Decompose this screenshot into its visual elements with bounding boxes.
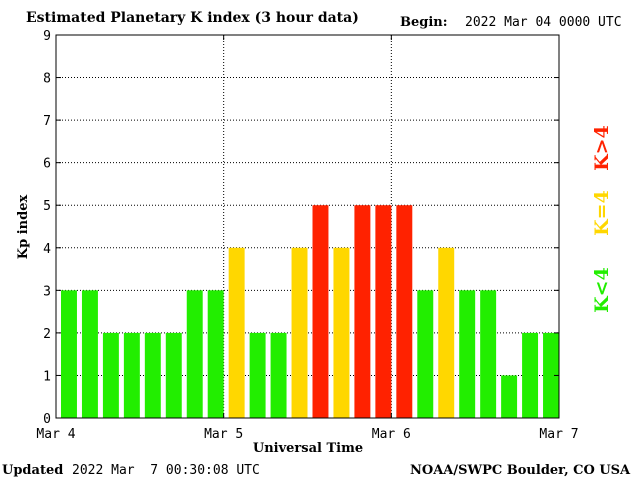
kp-bar xyxy=(144,332,161,418)
y-tick-label: 7 xyxy=(43,114,51,129)
kp-bar xyxy=(417,290,434,418)
chart-title: Estimated Planetary K index (3 hour data… xyxy=(26,10,359,26)
begin-label: Begin: xyxy=(400,15,448,30)
x-tick-label: Mar 6 xyxy=(372,427,411,442)
credit-text: NOAA/SWPC Boulder, CO USA xyxy=(410,463,631,478)
kp-bar xyxy=(459,290,476,418)
begin-value: 2022 Mar 04 0000 UTC xyxy=(465,15,622,30)
x-ticks: Mar 4 Mar 5 Mar 6 Mar 7 xyxy=(36,35,579,442)
x-axis-label: Universal Time xyxy=(253,441,363,456)
plot-frame xyxy=(55,34,560,419)
kp-bar xyxy=(312,205,329,418)
legend: K<4 K=4 K>4 xyxy=(591,125,613,313)
kp-bar xyxy=(396,205,413,418)
kp-bar xyxy=(270,332,287,418)
y-tick-label: 5 xyxy=(43,199,51,214)
kp-bar xyxy=(228,247,245,418)
kp-bar xyxy=(249,332,266,418)
kp-bar xyxy=(543,332,559,418)
y-tick-label: 2 xyxy=(43,327,51,342)
updated-label: Updated xyxy=(2,463,63,478)
legend-item: K>4 xyxy=(591,125,613,171)
legend-item: K<4 xyxy=(591,267,613,313)
kp-bar xyxy=(354,205,371,418)
kp-bar xyxy=(501,375,518,418)
y-ticks: 0 1 2 3 4 5 6 7 8 9 xyxy=(43,29,559,427)
grid xyxy=(56,35,559,418)
y-tick-label: 6 xyxy=(43,157,51,172)
y-tick-label: 4 xyxy=(43,242,51,257)
kp-bar xyxy=(165,332,182,418)
kp-bar xyxy=(102,332,119,418)
kp-bar xyxy=(123,332,140,418)
kp-bar xyxy=(207,290,224,418)
kp-bar xyxy=(375,205,392,418)
y-tick-label: 1 xyxy=(43,369,51,384)
y-tick-label: 3 xyxy=(43,284,51,299)
bars xyxy=(61,205,559,418)
kp-bar xyxy=(522,332,539,418)
x-tick-label: Mar 7 xyxy=(539,427,578,442)
y-axis-label: Kp index xyxy=(16,195,31,260)
updated-value: 2022 Mar 7 00:30:08 UTC xyxy=(72,463,260,478)
kp-bar xyxy=(61,290,77,418)
kp-bar xyxy=(480,290,497,418)
kp-bar xyxy=(186,290,203,418)
y-tick-label: 8 xyxy=(43,72,51,87)
x-tick-label: Mar 5 xyxy=(204,427,243,442)
y-tick-label: 0 xyxy=(43,412,51,427)
kp-bar xyxy=(81,290,98,418)
kp-bar xyxy=(438,247,455,418)
legend-item: K=4 xyxy=(591,190,613,236)
x-tick-label: Mar 4 xyxy=(36,427,75,442)
y-tick-label: 9 xyxy=(43,29,51,44)
kp-bar xyxy=(291,247,308,418)
kp-bar xyxy=(333,247,350,418)
